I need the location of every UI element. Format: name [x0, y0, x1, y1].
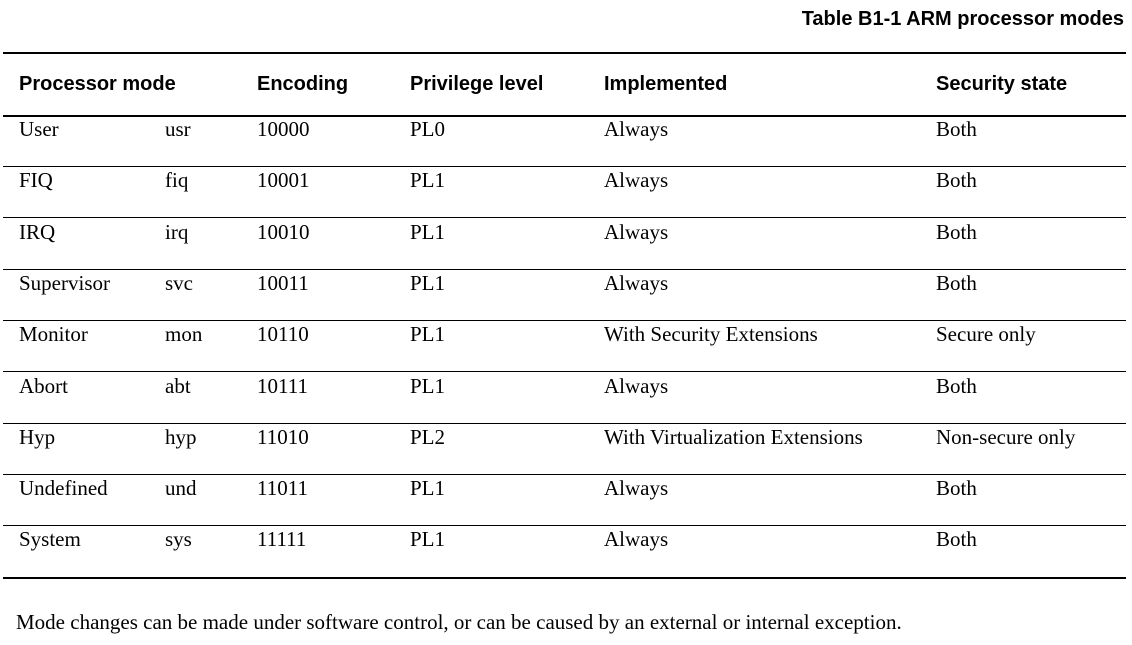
- row-divider: [3, 268, 1126, 270]
- cell-abbrev: mon: [165, 322, 203, 347]
- cell-mode: Hyp: [19, 424, 56, 449]
- table-row: IRQ irq 10010 PL1 Always Both: [0, 220, 1132, 271]
- cell-mode: System: [19, 527, 81, 552]
- cell-implemented: Always: [604, 117, 669, 141]
- cell-abbrev: sys: [165, 527, 192, 552]
- table-bottom-rule: [3, 577, 1126, 579]
- cell-mode: Supervisor: [19, 270, 110, 295]
- cell-mode: Undefined: [19, 476, 108, 501]
- table-row: Monitor mon 10110 PL1 With Security Extensio…: [0, 322, 1132, 373]
- cell-abbrev: svc: [165, 270, 193, 295]
- cell-implemented: Always: [604, 219, 669, 244]
- cell-encoding: 10011: [257, 270, 309, 295]
- cell-security: Both: [936, 219, 977, 244]
- header-encoding: Encoding: [257, 73, 349, 95]
- cell-security: Both: [936, 117, 977, 141]
- cell-security: Both: [936, 527, 977, 552]
- cell-implemented: With Virtualization Extensions: [604, 424, 863, 449]
- cell-security: Non-secure only: [936, 424, 1076, 449]
- row-divider: [3, 166, 1126, 167]
- table-header-row: Processor mode Encoding Privilege level …: [0, 53, 1132, 104]
- cell-privilege: PL1: [410, 270, 446, 295]
- cell-implemented: Always: [604, 476, 669, 501]
- table-row: Abort abt 10111 PL1 Always Both: [0, 374, 1132, 425]
- cell-security: Both: [936, 270, 977, 295]
- cell-encoding: 10001: [257, 168, 310, 193]
- cell-privilege: PL1: [410, 168, 446, 193]
- table-title: Table B1-1 ARM processor modes: [801, 8, 1124, 30]
- row-divider: [3, 371, 1126, 373]
- cell-abbrev: und: [165, 476, 197, 501]
- cell-privilege: PL1: [410, 322, 446, 347]
- row-divider: [3, 473, 1126, 475]
- cell-security: Secure only: [936, 322, 1036, 347]
- cell-encoding: 11111: [257, 527, 307, 552]
- header-privilege-level: Privilege level: [410, 73, 544, 95]
- cell-mode: User: [19, 117, 59, 141]
- row-divider: [3, 525, 1126, 527]
- cell-privilege: PL1: [410, 373, 446, 398]
- header-rule: [3, 115, 1126, 117]
- cell-abbrev: abt: [165, 373, 191, 398]
- table-row: Hyp hyp 11010 PL2 With Virtualization Extens…: [0, 425, 1132, 476]
- cell-privilege: PL1: [410, 476, 446, 501]
- cell-implemented: Always: [604, 527, 669, 552]
- row-divider: [3, 217, 1126, 219]
- cell-implemented: With Security Extensions: [604, 322, 818, 347]
- row-divider: [3, 422, 1126, 424]
- header-security-state: Security state: [936, 73, 1068, 95]
- cell-abbrev: hyp: [165, 424, 197, 449]
- cell-privilege: PL2: [410, 424, 446, 449]
- cell-encoding: 10111: [257, 373, 308, 398]
- cell-encoding: 10000: [257, 117, 310, 141]
- row-divider: [3, 319, 1126, 321]
- cell-implemented: Always: [604, 270, 669, 295]
- table-row: System sys 11111 PL1 Always Both: [0, 527, 1132, 578]
- cell-security: Both: [936, 168, 977, 193]
- cell-privilege: PL0: [410, 117, 446, 141]
- cell-abbrev: irq: [165, 219, 189, 244]
- table-row: FIQ fiq 10001 PL1 Always Both: [0, 168, 1132, 219]
- cell-encoding: 10110: [257, 322, 309, 347]
- cell-encoding: 10010: [257, 219, 310, 244]
- table-top-rule: [3, 52, 1126, 54]
- cell-mode: FIQ: [19, 168, 53, 193]
- cell-privilege: PL1: [410, 527, 446, 552]
- cell-encoding: 11011: [257, 476, 308, 501]
- cell-abbrev: fiq: [165, 168, 189, 193]
- cell-encoding: 11010: [257, 424, 309, 449]
- table-row: Supervisor svc 10011 PL1 Always Both: [0, 271, 1132, 322]
- cell-security: Both: [936, 476, 977, 501]
- header-implemented: Implemented: [604, 73, 728, 95]
- footnote: Mode changes can be made under software …: [16, 610, 902, 634]
- cell-mode: Monitor: [19, 322, 88, 347]
- cell-mode: IRQ: [19, 219, 56, 244]
- table-row: Undefined und 11011 PL1 Always Both: [0, 476, 1132, 527]
- cell-security: Both: [936, 373, 977, 398]
- cell-implemented: Always: [604, 373, 669, 398]
- cell-privilege: PL1: [410, 219, 446, 244]
- table-row: User usr 10000 PL0 Always Both: [0, 117, 1132, 168]
- header-processor-mode: Processor mode: [19, 73, 176, 95]
- cell-mode: Abort: [19, 373, 68, 398]
- cell-abbrev: usr: [165, 117, 191, 141]
- cell-implemented: Always: [604, 168, 669, 193]
